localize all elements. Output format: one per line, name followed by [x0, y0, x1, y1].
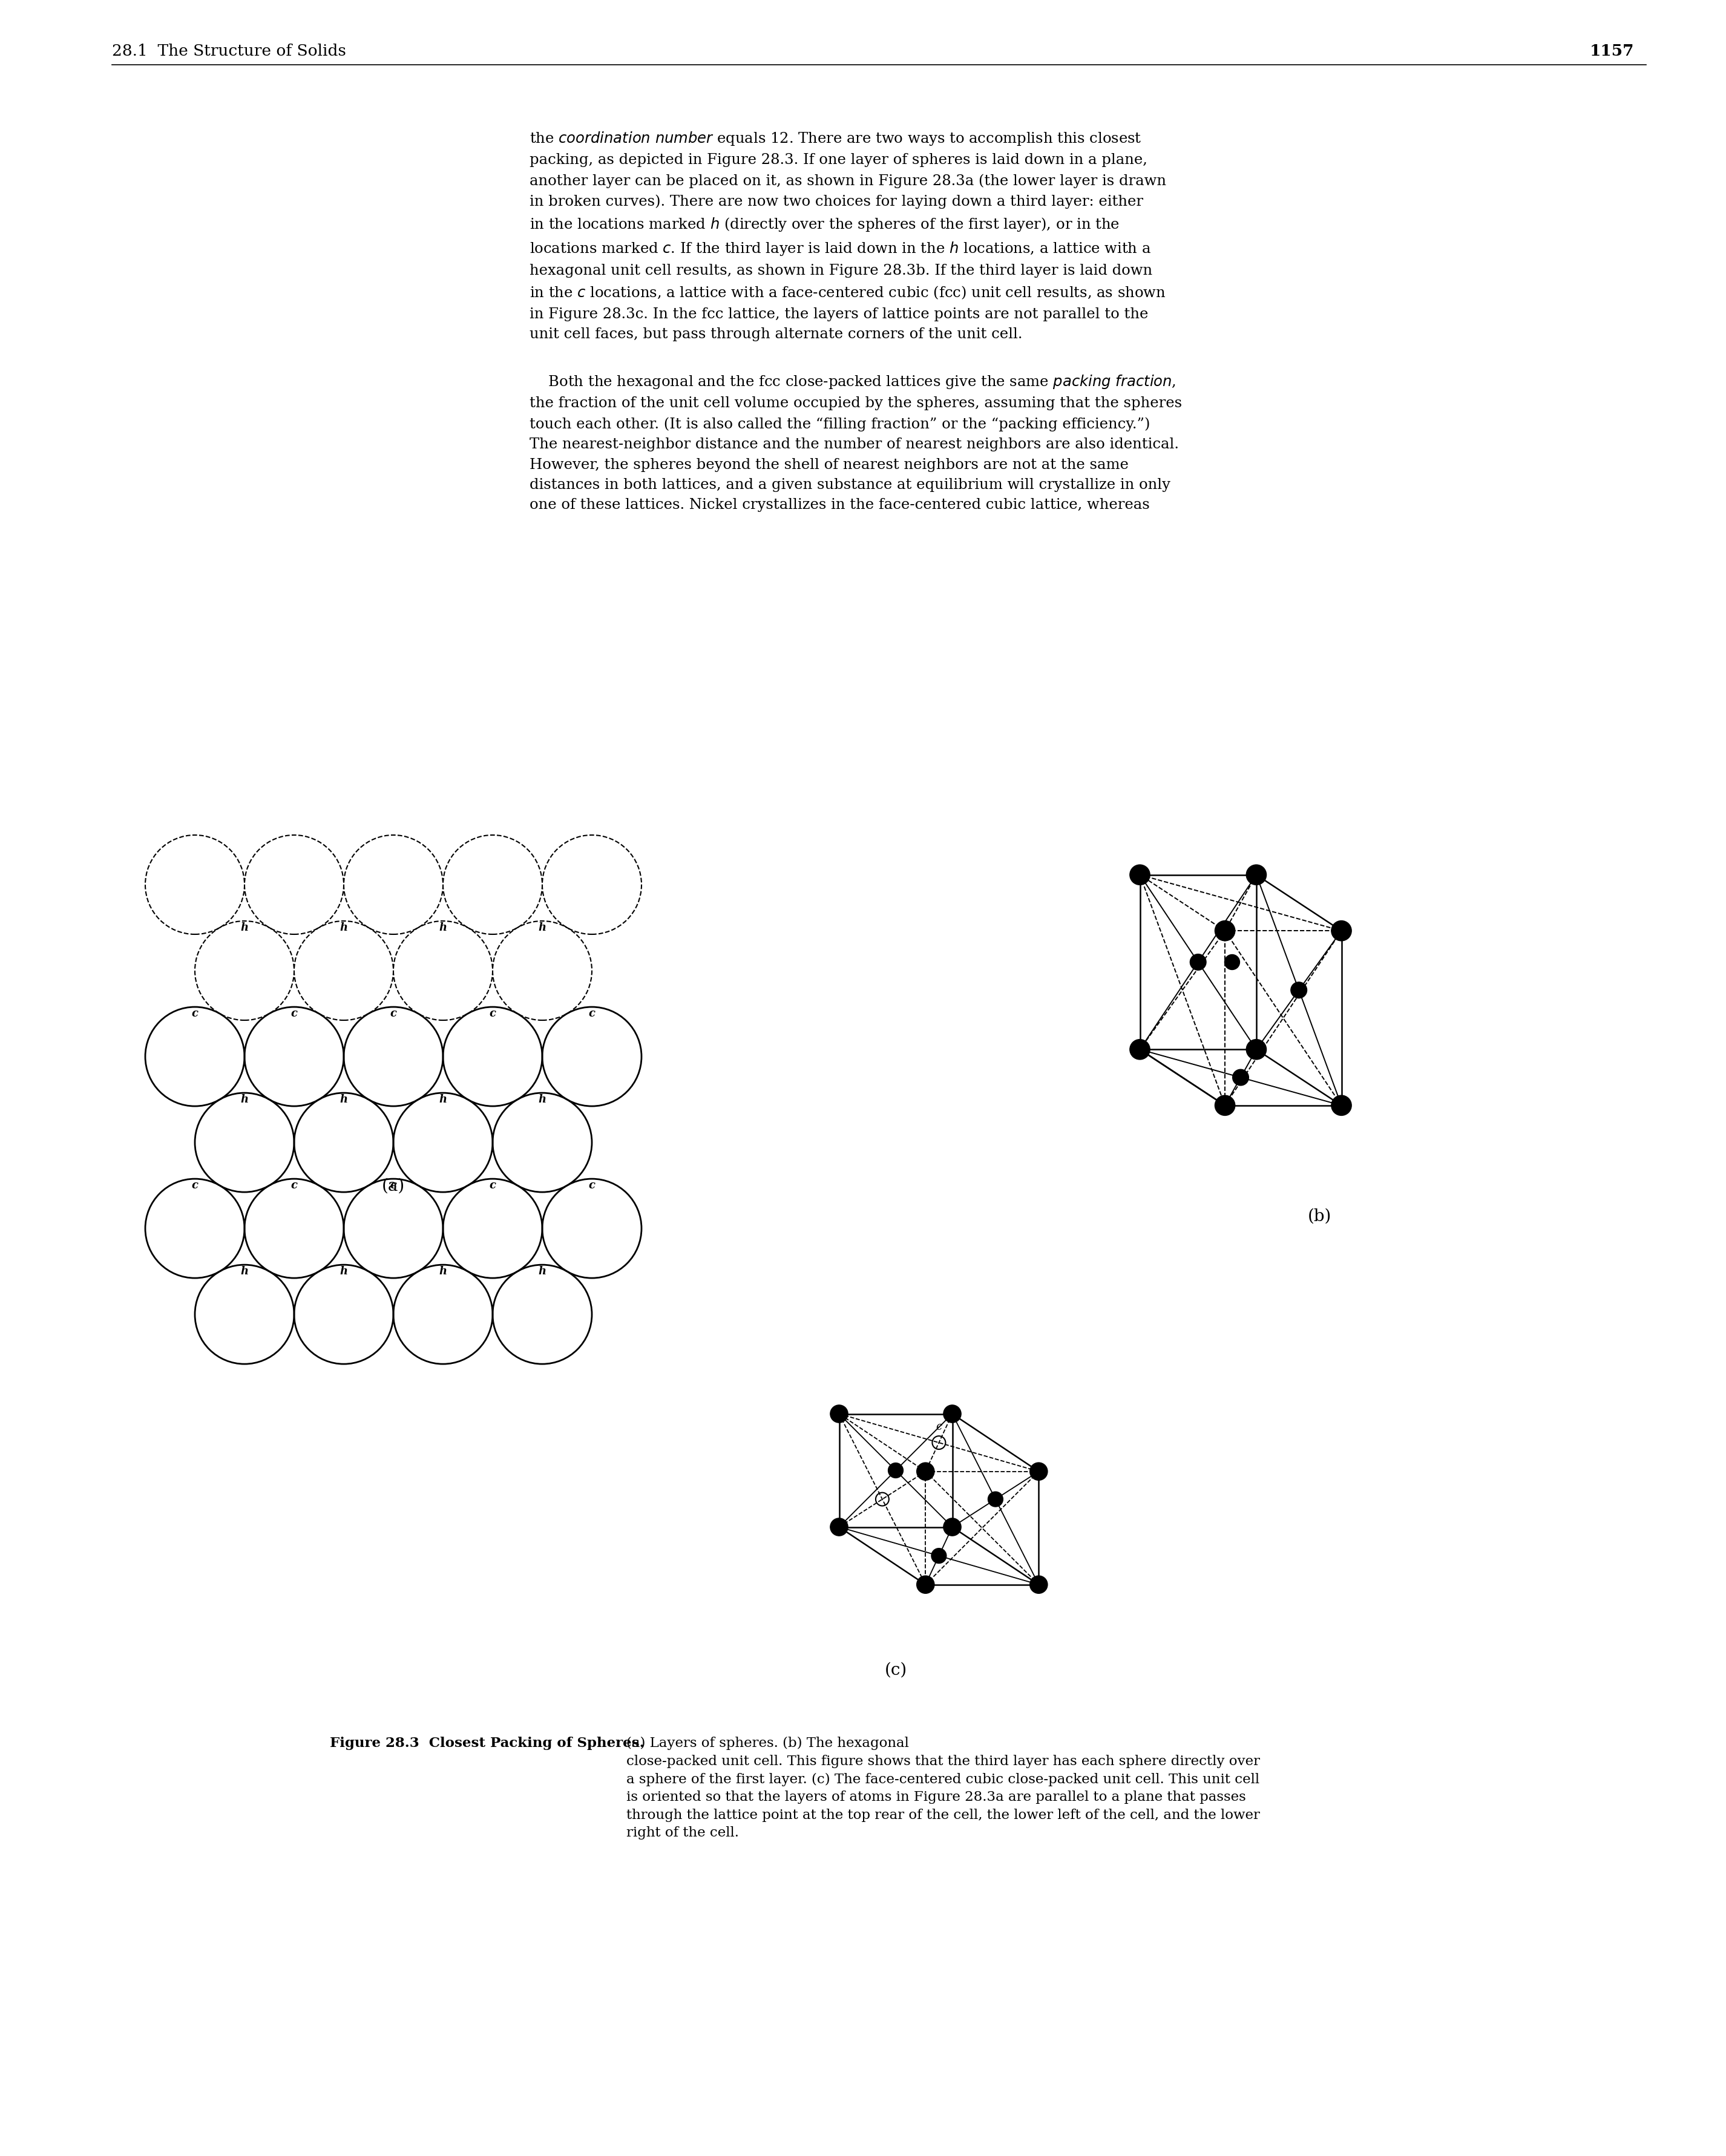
- Circle shape: [830, 1406, 847, 1423]
- Text: c: c: [589, 1179, 595, 1190]
- Text: c: c: [290, 1009, 297, 1020]
- Text: h: h: [240, 923, 249, 934]
- Text: c: c: [192, 1179, 198, 1190]
- Text: h: h: [340, 1093, 347, 1106]
- Text: c: c: [935, 1421, 942, 1432]
- Circle shape: [1215, 921, 1236, 940]
- Circle shape: [1291, 981, 1307, 998]
- Circle shape: [932, 1548, 946, 1563]
- Text: 28.1  The Structure of Solids: 28.1 The Structure of Solids: [112, 43, 347, 58]
- Text: c: c: [589, 1009, 595, 1020]
- Text: Figure 28.3  Closest Packing of Spheres.: Figure 28.3 Closest Packing of Spheres.: [330, 1738, 644, 1751]
- Circle shape: [1331, 921, 1351, 940]
- Text: c: c: [390, 1009, 397, 1020]
- Circle shape: [830, 1518, 847, 1535]
- Text: h: h: [438, 923, 447, 934]
- Text: (b): (b): [1307, 1207, 1331, 1225]
- Text: h: h: [539, 1266, 545, 1276]
- Circle shape: [944, 1518, 961, 1535]
- Text: h: h: [438, 1266, 447, 1276]
- Text: c: c: [390, 1179, 397, 1190]
- Circle shape: [1246, 865, 1267, 884]
- Text: h: h: [438, 1093, 447, 1106]
- Text: h: h: [539, 923, 545, 934]
- Circle shape: [1224, 955, 1239, 970]
- Text: h: h: [340, 1266, 347, 1276]
- Text: Both the hexagonal and the fcc close-packed lattices give the same $\mathit{pack: Both the hexagonal and the fcc close-pac…: [530, 373, 1182, 513]
- Text: h: h: [539, 1093, 545, 1106]
- Text: the $\mathit{coordination\ number}$ equals 12. There are two ways to accomplish : the $\mathit{coordination\ number}$ equa…: [530, 129, 1167, 341]
- Circle shape: [1189, 955, 1206, 970]
- Text: c: c: [192, 1009, 198, 1020]
- Text: 1157: 1157: [1590, 43, 1635, 58]
- Text: (c): (c): [884, 1662, 906, 1677]
- Circle shape: [917, 1462, 934, 1481]
- Text: (a): (a): [381, 1177, 406, 1194]
- Text: h: h: [240, 1093, 249, 1106]
- Circle shape: [987, 1492, 1003, 1507]
- Text: h: h: [340, 923, 347, 934]
- Text: c: c: [488, 1179, 495, 1190]
- Text: (a) Layers of spheres. (b) The hexagonal
close-packed unit cell. This figure sho: (a) Layers of spheres. (b) The hexagonal…: [627, 1738, 1260, 1839]
- Circle shape: [1215, 1095, 1236, 1115]
- Circle shape: [1030, 1576, 1048, 1593]
- Text: c: c: [290, 1179, 297, 1190]
- Circle shape: [944, 1406, 961, 1423]
- Circle shape: [1030, 1462, 1048, 1481]
- Circle shape: [889, 1464, 903, 1477]
- Circle shape: [917, 1576, 934, 1593]
- Text: c: c: [488, 1009, 495, 1020]
- Circle shape: [1131, 865, 1150, 884]
- Circle shape: [1131, 1039, 1150, 1059]
- Circle shape: [1246, 1039, 1267, 1059]
- Circle shape: [1232, 1069, 1248, 1084]
- Text: h: h: [240, 1266, 249, 1276]
- Circle shape: [1331, 1095, 1351, 1115]
